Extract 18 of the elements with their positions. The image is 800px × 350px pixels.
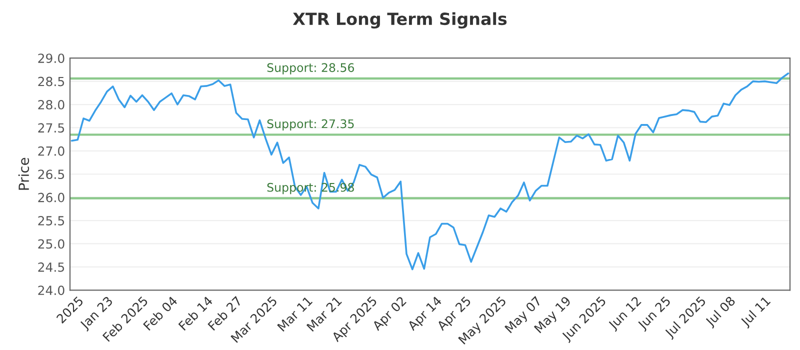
y-tick-label: 28.0 xyxy=(38,100,64,110)
y-tick-label: 25.0 xyxy=(38,239,64,249)
y-tick-label: 28.5 xyxy=(38,76,64,86)
y-tick-label: 26.0 xyxy=(38,192,64,202)
y-tick-label: 25.5 xyxy=(38,216,64,226)
ref-line-label: Support: 27.35 xyxy=(267,119,354,131)
x-tick-label: Jul 11 xyxy=(740,296,772,329)
chart-title: XTR Long Term Signals xyxy=(292,12,507,29)
y-tick-label: 26.5 xyxy=(38,170,64,180)
line-series xyxy=(70,72,790,270)
y-tick-label: 29.0 xyxy=(38,54,64,64)
y-tick-label: 27.5 xyxy=(38,123,64,133)
y-axis-title: Price xyxy=(18,158,30,190)
ref-line-label: Support: 28.56 xyxy=(267,63,354,74)
y-tick-label: 27.0 xyxy=(38,146,64,156)
x-tick-label: Jul 08 xyxy=(704,296,738,329)
y-tick-label: 24.5 xyxy=(38,262,64,272)
y-tick-label: 24.0 xyxy=(38,286,64,296)
